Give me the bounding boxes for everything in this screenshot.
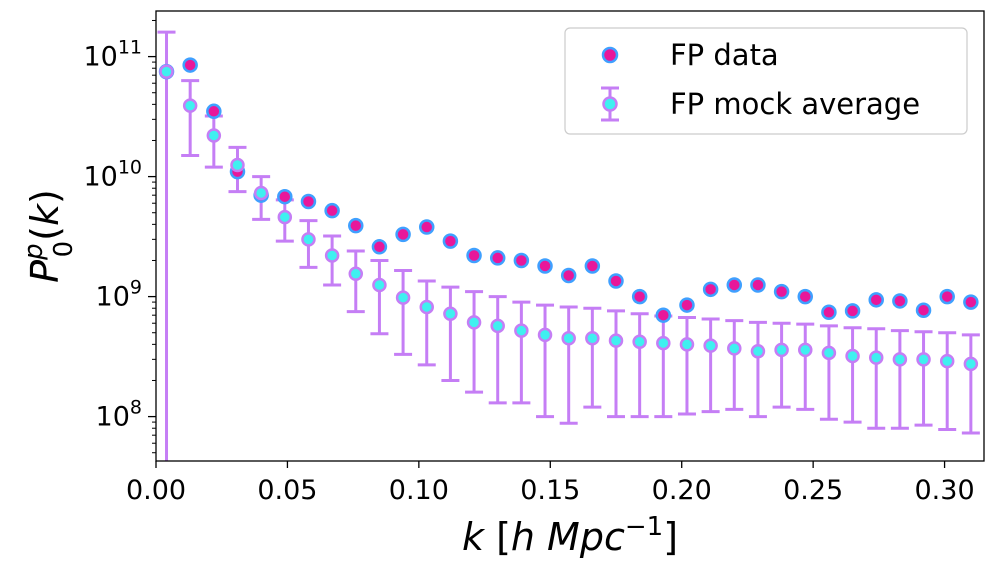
fp-data-point (584, 258, 601, 274)
fp-mock-point (821, 345, 837, 361)
x-tick-label: 0.30 (915, 475, 975, 506)
fp-data-point (868, 292, 884, 308)
fp-data-point (797, 288, 814, 305)
y-axis-label: Pp0(k) (19, 189, 79, 283)
fp-mock-point (774, 342, 789, 358)
fp-data-point (418, 219, 435, 235)
legend: FP data FP mock average (564, 27, 968, 135)
fp-mock-point (490, 318, 505, 334)
fp-data-point (324, 202, 340, 219)
fp-data-point (821, 304, 837, 321)
fp-data-point (513, 252, 530, 269)
fp-mock-point (727, 341, 742, 356)
fp-mock-point (892, 352, 908, 367)
plot-frame (155, 10, 985, 462)
fp-mock-point (419, 299, 434, 315)
fp-mock-point (253, 185, 269, 201)
fp-mock-point (301, 232, 316, 247)
y-tick-label: 109 (96, 277, 142, 313)
x-axis-ticks: 0.00 0.05 0.10 0.15 0.20 0.25 0.30 (126, 461, 975, 506)
fp-mock-point (679, 337, 695, 352)
y-tick-label: 108 (96, 397, 142, 433)
fp-data-point (537, 258, 553, 274)
fp-mock-point (632, 334, 647, 350)
y-axis-ticks: 108 109 1010 1011 (83, 19, 156, 454)
fp-mock-point (324, 248, 340, 263)
fp-mock-point (395, 290, 411, 305)
fp-data-point (560, 267, 577, 284)
fp-data-point (773, 283, 790, 300)
fp-mock-point (514, 323, 529, 338)
fp-data-point (892, 293, 908, 309)
legend-label-fp-mock-average: FP mock average (670, 87, 920, 121)
legend-label-fp-data: FP data (670, 38, 779, 72)
x-tick-label: 0.00 (126, 475, 186, 506)
fp-mock-point (585, 330, 600, 346)
fp-mock-point (963, 356, 979, 372)
legend-marker-fp-data (601, 46, 619, 64)
fp-data-point (655, 307, 672, 323)
fp-mock-point (845, 348, 860, 364)
fp-mock-point (206, 128, 222, 143)
fp-mock-point (656, 335, 671, 351)
fp-mock-point (750, 344, 766, 359)
fp-mock-point (703, 338, 718, 353)
y-tick-label: 1010 (83, 157, 142, 193)
fp-mock-point (466, 315, 482, 330)
fp-mock-point (916, 352, 931, 367)
fp-mock-point (537, 327, 553, 343)
fp-data-point (300, 193, 317, 210)
errorbar-group (157, 30, 980, 461)
y-tick-label: 1011 (83, 37, 142, 73)
fp-mock-point (159, 64, 174, 79)
fp-data-point (395, 226, 411, 243)
fp-mock-point (939, 353, 955, 369)
fp-data-point (371, 239, 388, 255)
fp-data-point (182, 57, 198, 73)
fp-mock-series (159, 64, 979, 372)
fp-data-point (277, 188, 293, 205)
x-tick-label: 0.20 (652, 475, 712, 506)
fp-data-point (489, 250, 506, 266)
fp-mock-point (348, 266, 364, 282)
fp-data-point (844, 303, 861, 319)
fp-mock-point (372, 277, 387, 293)
fp-data-point (963, 294, 979, 310)
x-tick-label: 0.15 (520, 475, 580, 506)
fp-mock-point (443, 306, 458, 321)
legend-frame (564, 27, 968, 135)
x-tick-label: 0.10 (389, 475, 449, 506)
fp-data-point (631, 288, 648, 305)
fp-data-point (348, 217, 364, 234)
x-axis-label: k [h Mpc−1] (462, 512, 678, 559)
fp-mock-point (868, 350, 884, 365)
x-tick-label: 0.05 (257, 475, 317, 506)
legend-marker-fp-mock (601, 86, 619, 122)
fp-data-point (608, 273, 624, 289)
fp-data-point (939, 288, 955, 305)
fp-data-point (702, 281, 719, 298)
fp-data-point (915, 302, 932, 318)
fp-data-point (466, 247, 482, 264)
fp-data-point (679, 297, 695, 313)
fp-data-point (206, 103, 222, 120)
x-tick-label: 0.25 (783, 475, 843, 506)
fp-mock-point (561, 330, 576, 346)
fp-mock-point (182, 98, 198, 113)
fp-data-point (750, 277, 766, 293)
fp-mock-point (608, 333, 624, 348)
fp-mock-point (230, 157, 245, 173)
fp-data-point (442, 233, 459, 249)
fp-mock-point (277, 209, 293, 225)
fp-data-point (726, 277, 743, 293)
fp-mock-point (798, 342, 813, 358)
